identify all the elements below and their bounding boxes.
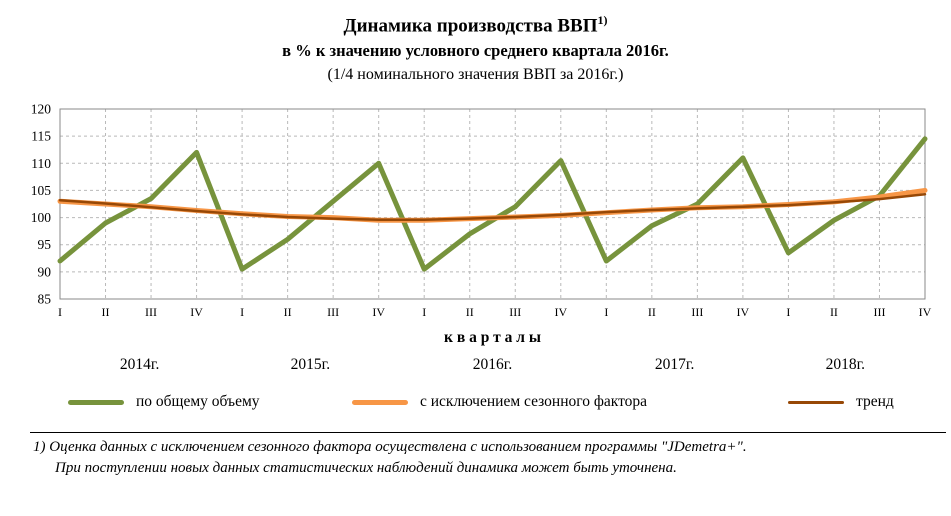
plot-border — [59, 108, 926, 300]
legend-label-total: по общему объему — [136, 393, 260, 411]
year-label: 2014г. — [120, 356, 159, 373]
chart-subtitle: в % к значению условного среднего кварта… — [282, 41, 669, 61]
legend-line-swatch-orange — [352, 399, 408, 405]
chart-title: Динамика производства ВВП1) — [0, 7, 951, 39]
legend-item-total: по общему объему — [68, 388, 260, 416]
footnote-line-1: 1) Оценка данных с исключением сезонного… — [33, 439, 747, 456]
x-axis-tick-label: III — [145, 305, 157, 319]
x-axis-title: к в а р т а л ы — [444, 329, 541, 346]
legend-item-trend: тренд — [788, 388, 894, 416]
x-axis-tick-label: I — [604, 305, 608, 319]
y-axis-tick-label: 95 — [38, 238, 52, 253]
chart-note: (1/4 номинального значения ВВП за 2016г.… — [327, 66, 624, 84]
footnote-line-2: При поступлении новых данных статистичес… — [55, 460, 677, 477]
x-axis-tick-label: II — [284, 305, 292, 319]
x-axis-tick-label: III — [327, 305, 339, 319]
x-axis-tick-label: I — [58, 305, 62, 319]
x-axis-tick-label: IV — [554, 305, 567, 319]
x-axis-tick-label: III — [691, 305, 703, 319]
x-axis-tick-label: I — [240, 305, 244, 319]
legend-line-swatch-brown — [788, 400, 844, 404]
legend-item-seasonally-adjusted: с исключением сезонного фактора — [352, 388, 647, 416]
y-axis-tick-label: 115 — [31, 129, 51, 144]
x-axis-tick-label: I — [422, 305, 426, 319]
footnote: 1) Оценка данных с исключением сезонного… — [0, 437, 951, 479]
y-axis-tick-label: 90 — [38, 265, 52, 280]
y-axis-tick-label: 110 — [31, 156, 51, 171]
chart-legend: по общему объему с исключением сезонного… — [0, 388, 951, 416]
x-axis-tick-label: II — [102, 305, 110, 319]
x-axis-tick-label: II — [648, 305, 656, 319]
legend-label-trend: тренд — [856, 393, 894, 411]
chart-title-text: Динамика производства ВВП — [343, 15, 598, 37]
x-axis-tick-label: IV — [737, 305, 750, 319]
year-label: 2018г. — [826, 356, 865, 373]
title-block: Динамика производства ВВП1) в % к значен… — [0, 0, 951, 86]
year-label: 2015г. — [291, 356, 330, 373]
year-label: 2017г. — [655, 356, 694, 373]
x-axis-tick-label: II — [830, 305, 838, 319]
y-axis-tick-label: 85 — [38, 292, 52, 307]
x-axis-tick-label: II — [466, 305, 474, 319]
legend-line-swatch-green — [68, 399, 124, 405]
footnote-separator — [30, 432, 946, 434]
x-axis-tick-label: III — [873, 305, 885, 319]
x-axis-tick-label: IV — [919, 305, 932, 319]
x-axis-tick-label: I — [786, 305, 790, 319]
y-axis-tick-label: 120 — [31, 102, 52, 117]
x-axis-tick-label: IV — [372, 305, 385, 319]
year-label: 2016г. — [473, 356, 512, 373]
series-line-trend — [58, 193, 927, 222]
y-axis-tick-label: 105 — [31, 183, 52, 198]
y-axis-tick-label: 100 — [31, 210, 52, 225]
x-axis-tick-label: IV — [190, 305, 203, 319]
footnote-ref: 1) — [597, 13, 608, 27]
legend-label-seasonally-adjusted: с исключением сезонного фактора — [420, 393, 648, 411]
x-axis-tick-label: III — [509, 305, 521, 319]
